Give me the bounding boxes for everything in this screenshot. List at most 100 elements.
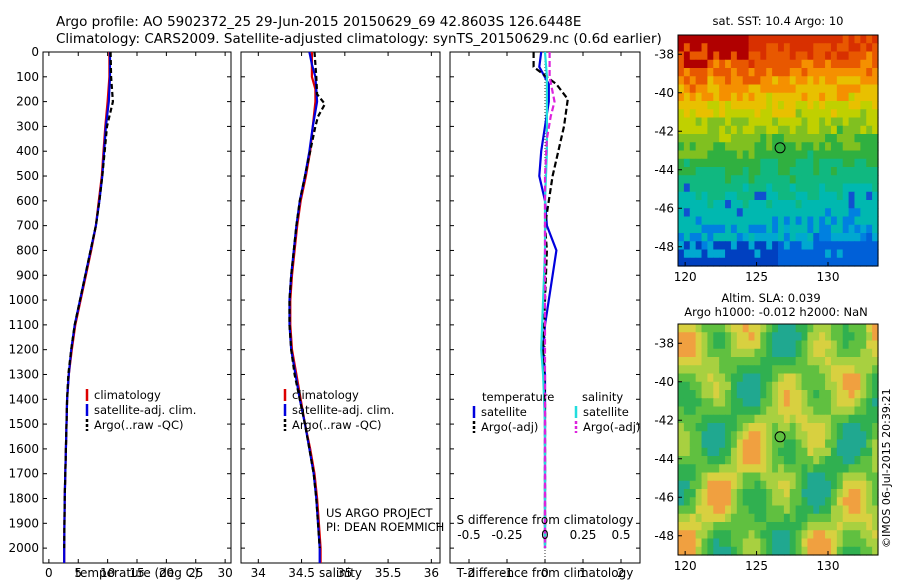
- map-cell: [766, 191, 773, 201]
- map-cell: [736, 505, 744, 515]
- map-cell: [683, 398, 691, 408]
- map-cell: [719, 167, 726, 176]
- map-cell: [683, 414, 691, 424]
- map-cell: [707, 208, 714, 218]
- map-cell: [842, 431, 850, 441]
- map-cell: [760, 233, 767, 242]
- map-cell: [707, 257, 714, 267]
- map-cell: [830, 546, 838, 556]
- map-cell: [742, 35, 750, 44]
- map-cell: [736, 101, 744, 110]
- map-cell: [819, 340, 826, 350]
- top-tick-label: -0.25: [491, 528, 522, 542]
- map-cell: [736, 191, 744, 201]
- legend-label: satellite-adj. clim.: [94, 403, 196, 417]
- map-cell: [795, 480, 803, 490]
- map-cell: [725, 513, 732, 523]
- map-cell: [836, 530, 844, 540]
- map-cell: [725, 109, 732, 119]
- map-cell: [719, 175, 726, 185]
- map-cell: [807, 158, 814, 168]
- map-cell: [760, 505, 767, 515]
- map-cell: [683, 216, 691, 226]
- map-cell: [678, 398, 685, 408]
- map-cell: [713, 158, 720, 168]
- map-cell: [783, 76, 791, 86]
- map-cell: [754, 414, 761, 424]
- map-cell: [872, 546, 879, 556]
- map-cell: [836, 447, 844, 457]
- map-cell: [789, 489, 797, 498]
- map-cell: [736, 208, 744, 218]
- map-cell: [783, 68, 791, 77]
- map-cell: [860, 51, 867, 61]
- map-cell: [872, 472, 879, 482]
- x-tick-label: 34: [251, 566, 266, 580]
- map-cell: [830, 84, 838, 94]
- map-cell: [825, 522, 832, 531]
- map-cell: [689, 522, 697, 531]
- map-cell: [760, 101, 767, 110]
- x-tick-label: 34.5: [288, 566, 315, 580]
- map-cell: [772, 324, 779, 333]
- map-cell: [713, 489, 720, 498]
- map-cell: [807, 35, 814, 44]
- map-cell: [695, 257, 703, 267]
- map-cell: [807, 257, 814, 267]
- map-cell: [830, 414, 838, 424]
- map-cell: [766, 348, 773, 358]
- map-cell: [707, 398, 714, 408]
- map-cell: [730, 84, 738, 94]
- map-cell: [742, 84, 750, 94]
- map-cell: [736, 158, 744, 168]
- map-cell: [754, 134, 761, 143]
- map-cell: [754, 423, 761, 432]
- map-cell: [854, 373, 861, 383]
- map-cell: [772, 183, 779, 193]
- map-cell: [801, 406, 809, 416]
- map-cell: [783, 59, 791, 69]
- map-cell: [830, 480, 838, 490]
- map-cell: [766, 324, 773, 333]
- map-cell: [742, 43, 750, 53]
- map-cell: [866, 365, 873, 375]
- x-tick-label: 36: [424, 566, 439, 580]
- map-cell: [742, 398, 750, 408]
- map-cell: [760, 158, 767, 168]
- map-cell: [825, 324, 832, 333]
- map-cell: [701, 324, 709, 333]
- map-cell: [701, 158, 709, 168]
- map-cell: [842, 497, 850, 507]
- map-cell: [801, 109, 809, 119]
- map-cell: [730, 390, 738, 399]
- map-cell: [783, 150, 791, 160]
- map-cell: [725, 117, 732, 127]
- map-cell: [807, 167, 814, 176]
- map-cell: [778, 216, 785, 226]
- map-cell: [778, 200, 785, 209]
- map-cell: [748, 464, 756, 474]
- map-cell: [701, 35, 709, 44]
- map-cell: [760, 513, 767, 523]
- map-cell: [707, 117, 714, 127]
- map-cell: [848, 200, 856, 209]
- map-cell: [842, 142, 850, 152]
- map-cell: [819, 233, 826, 242]
- map-cell: [754, 447, 761, 457]
- map-cell: [701, 357, 709, 366]
- map-cell: [760, 125, 767, 135]
- map-cell: [713, 92, 720, 102]
- map-cell: [748, 191, 756, 201]
- map-cell: [730, 92, 738, 102]
- map-cell: [695, 390, 703, 399]
- map-cell: [783, 51, 791, 61]
- map-cell: [836, 464, 844, 474]
- map-cell: [825, 59, 832, 69]
- map-cell: [807, 191, 814, 201]
- map-cell: [848, 134, 856, 143]
- map-cell: [736, 224, 744, 234]
- map-cell: [683, 489, 691, 498]
- map-cell: [736, 183, 744, 193]
- map-cell: [854, 224, 861, 234]
- map-cell: [772, 423, 779, 432]
